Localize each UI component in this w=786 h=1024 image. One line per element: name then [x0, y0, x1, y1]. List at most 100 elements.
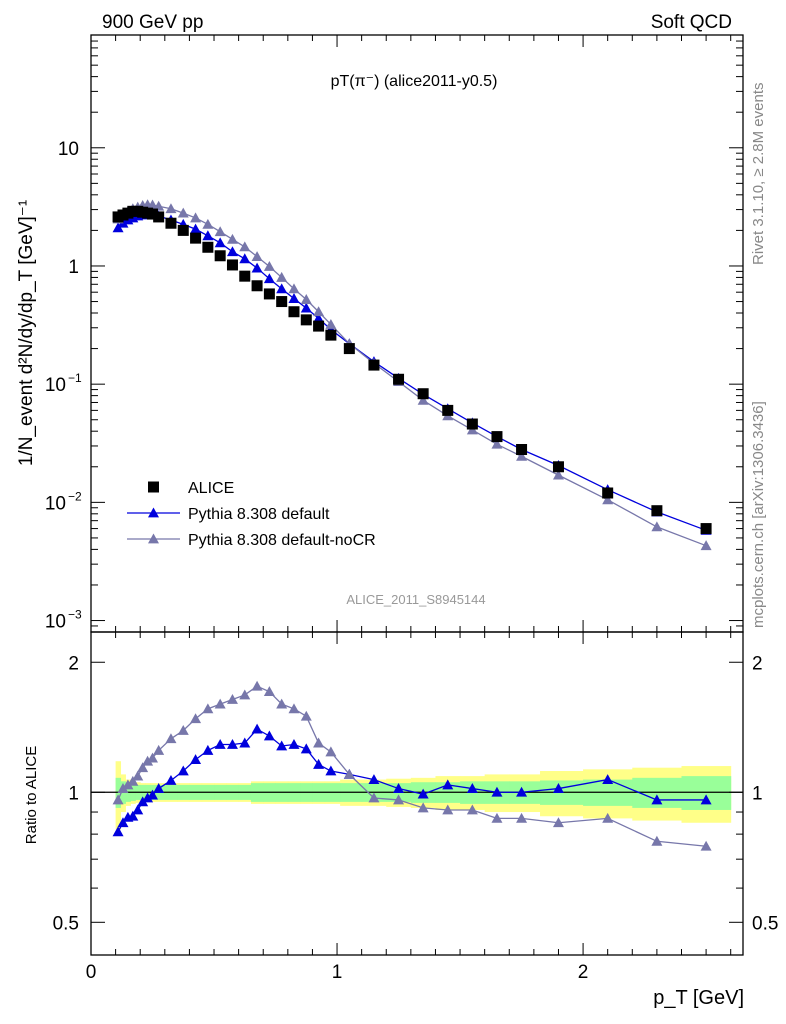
- data-point-alice: [313, 320, 325, 332]
- y-tick-exponent: −3: [68, 608, 82, 622]
- x-tick-label: 1: [332, 962, 343, 983]
- data-point-alice: [251, 280, 263, 292]
- ratio-point-default: [127, 810, 139, 821]
- data-point-default: [239, 253, 251, 264]
- uncertainty-band-inner: [681, 776, 732, 810]
- data-point-alice: [343, 343, 355, 355]
- x-tick-label: 0: [86, 962, 97, 983]
- ratio-point-default-nocr: [122, 779, 134, 790]
- ratio-point-default-nocr: [442, 804, 454, 815]
- data-point-alice: [226, 259, 238, 271]
- ratio-point-default: [516, 786, 528, 797]
- data-point-default-nocr: [251, 251, 263, 262]
- legend-label: ALICE: [188, 480, 234, 497]
- ratio-point-default: [442, 779, 454, 790]
- data-point-default-nocr: [602, 494, 614, 505]
- ratio-point-default-nocr: [153, 744, 165, 755]
- ratio-point-default-nocr: [117, 783, 129, 793]
- ratio-y-tick-label-right: 0.5: [752, 913, 778, 934]
- data-point-default-nocr: [313, 306, 325, 317]
- rivet-version-label: Rivet 3.1.10, ≥ 2.8M events: [750, 83, 767, 266]
- data-point-alice: [147, 208, 159, 220]
- data-point-alice: [300, 314, 312, 326]
- data-point-default-nocr: [552, 469, 564, 480]
- data-point-alice: [466, 418, 478, 430]
- ratio-point-default: [112, 826, 124, 837]
- ratio-point-default: [263, 730, 275, 741]
- ratio-point-default-nocr: [214, 698, 226, 709]
- data-point-default: [288, 293, 300, 303]
- ratio-point-default-nocr: [343, 768, 355, 779]
- data-point-default-nocr: [288, 283, 300, 294]
- data-point-default-nocr: [325, 318, 337, 329]
- data-point-default-nocr: [226, 233, 238, 244]
- y-tick-label: 10: [58, 139, 79, 160]
- ratio-point-default-nocr: [263, 686, 275, 697]
- ratio-point-default-nocr: [226, 693, 238, 704]
- y-tick-label: 1: [68, 257, 79, 278]
- ratio-point-default: [491, 786, 503, 797]
- ratio-point-default: [239, 737, 251, 748]
- ratio-point-default: [153, 783, 165, 793]
- ratio-y-tick-label: 0.5: [53, 913, 79, 934]
- ratio-point-default-nocr: [190, 713, 202, 724]
- data-point-alice: [190, 232, 202, 244]
- ratio-point-default: [325, 765, 337, 776]
- series-markers: [112, 199, 712, 851]
- data-point-default: [313, 312, 325, 323]
- x-axis-title: p_T [GeV]: [653, 987, 744, 1009]
- ratio-point-default-nocr: [300, 710, 312, 721]
- ratio-point-default: [368, 774, 380, 784]
- ratio-point-default: [602, 774, 614, 784]
- ratio-point-default-nocr: [700, 840, 712, 851]
- ratio-point-default: [466, 783, 478, 793]
- y-tick-label: 10: [45, 375, 66, 396]
- ratio-point-default: [226, 739, 238, 749]
- ratio-point-default: [417, 788, 429, 799]
- ratio-point-default-nocr: [602, 812, 614, 823]
- y-tick-exponent: −1: [68, 371, 82, 385]
- ratio-point-default: [214, 739, 226, 749]
- data-point-default: [202, 230, 214, 241]
- ratio-y-tick-label-right: 2: [752, 653, 763, 674]
- data-point-default: [251, 262, 263, 273]
- ratio-point-default-nocr: [132, 770, 144, 781]
- ratio-point-default-nocr: [127, 775, 139, 786]
- ratio-point-default-nocr: [112, 794, 124, 805]
- data-point-default-nocr: [153, 200, 165, 211]
- data-point-alice: [700, 523, 712, 535]
- ratio-point-default: [276, 740, 288, 751]
- data-point-alice: [153, 211, 165, 223]
- y-tick-exponent: −2: [68, 489, 82, 503]
- data-point-alice: [263, 288, 275, 300]
- ratio-point-default: [117, 817, 129, 828]
- ratio-point-default-nocr: [288, 703, 300, 714]
- data-point-default-nocr: [417, 394, 429, 405]
- ratio-point-default-nocr: [313, 737, 325, 748]
- legend-marker-triangle: [148, 507, 159, 518]
- ratio-plot-frame: [90, 631, 744, 956]
- ratio-point-default-nocr: [516, 812, 528, 823]
- data-point-alice: [491, 431, 503, 443]
- data-point-default-nocr: [700, 540, 712, 551]
- ratio-point-default-nocr: [276, 698, 288, 709]
- data-point-alice: [417, 388, 429, 400]
- y-tick-label: 10: [45, 612, 66, 633]
- ratio-point-default-nocr: [466, 804, 478, 815]
- ratio-point-default: [190, 754, 202, 765]
- data-point-default-nocr: [165, 203, 177, 214]
- ratio-point-default-nocr: [147, 752, 159, 763]
- data-point-alice: [325, 329, 337, 341]
- ratio-y-tick-label: 2: [68, 653, 79, 674]
- data-point-default: [300, 302, 312, 313]
- data-point-alice: [214, 250, 226, 262]
- ratio-point-default-nocr: [251, 680, 263, 691]
- ratio-point-default-nocr: [142, 755, 154, 766]
- data-point-default-nocr: [214, 226, 226, 237]
- ratio-point-default: [165, 774, 177, 785]
- data-point-alice: [552, 461, 564, 473]
- ratio-point-default-nocr: [137, 762, 149, 773]
- ratio-point-default-nocr: [165, 733, 177, 744]
- legend-marker-alice: [148, 481, 159, 493]
